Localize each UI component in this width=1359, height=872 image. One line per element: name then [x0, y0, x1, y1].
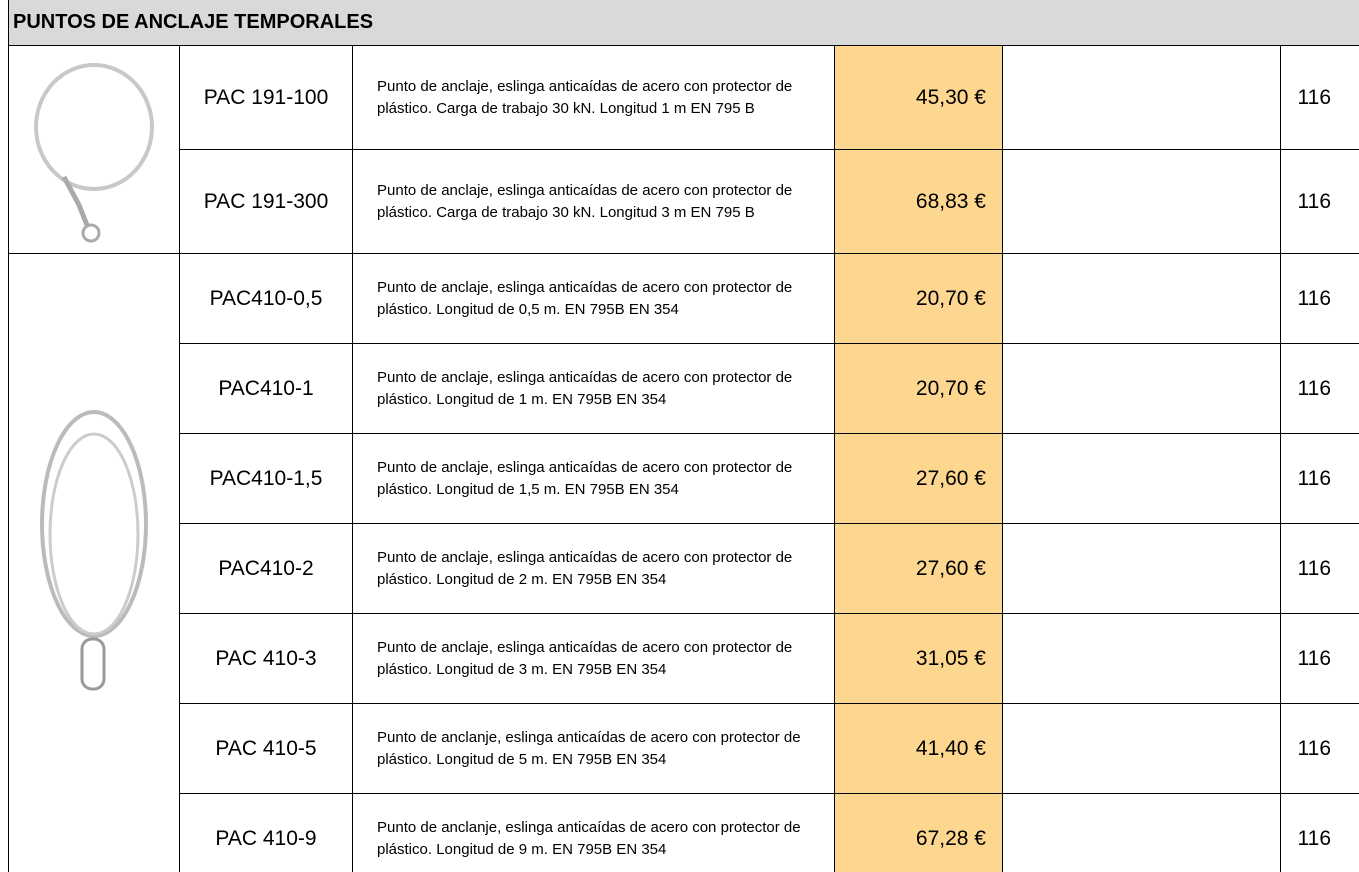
empty-cell — [1003, 794, 1281, 872]
empty-cell — [1003, 46, 1281, 150]
product-code: PAC410-1,5 — [180, 434, 353, 524]
price: 27,60 € — [835, 524, 1003, 614]
product-image — [8, 46, 180, 254]
page-number: 116 — [1281, 524, 1359, 614]
empty-cell — [1003, 434, 1281, 524]
product-image — [8, 254, 180, 872]
description: Punto de anclaje, eslinga anticaídas de … — [353, 434, 835, 524]
product-code: PAC 410-3 — [180, 614, 353, 704]
description: Punto de anclaje, eslinga anticaídas de … — [353, 150, 835, 254]
product-code: PAC410-2 — [180, 524, 353, 614]
page-number: 116 — [1281, 344, 1359, 434]
product-code: PAC 191-100 — [180, 46, 353, 150]
page-number: 116 — [1281, 46, 1359, 150]
price: 31,05 € — [835, 614, 1003, 704]
page-number: 116 — [1281, 150, 1359, 254]
description: Punto de anclaje, eslinga anticaídas de … — [353, 524, 835, 614]
section-title: PUNTOS DE ANCLAJE TEMPORALES — [8, 0, 1359, 46]
cable-icon — [40, 410, 148, 691]
product-code: PAC410-0,5 — [180, 254, 353, 344]
empty-cell — [1003, 704, 1281, 794]
product-code: PAC 191-300 — [180, 150, 353, 254]
description: Punto de anclaje, eslinga anticaídas de … — [353, 344, 835, 434]
description: Punto de anclanje, eslinga anticaídas de… — [353, 794, 835, 872]
price: 27,60 € — [835, 434, 1003, 524]
empty-cell — [1003, 150, 1281, 254]
price: 41,40 € — [835, 704, 1003, 794]
price: 67,28 € — [835, 794, 1003, 872]
page-number: 116 — [1281, 434, 1359, 524]
empty-cell — [1003, 614, 1281, 704]
price: 20,70 € — [835, 254, 1003, 344]
empty-cell — [1003, 254, 1281, 344]
price: 68,83 € — [835, 150, 1003, 254]
price: 45,30 € — [835, 46, 1003, 150]
product-code: PAC 410-9 — [180, 794, 353, 872]
page-number: 116 — [1281, 254, 1359, 344]
page-number: 116 — [1281, 614, 1359, 704]
description: Punto de anclanje, eslinga anticaídas de… — [353, 704, 835, 794]
page-number: 116 — [1281, 794, 1359, 872]
description: Punto de anclaje, eslinga anticaídas de … — [353, 254, 835, 344]
page-number: 116 — [1281, 704, 1359, 794]
empty-cell — [1003, 344, 1281, 434]
product-code: PAC 410-5 — [180, 704, 353, 794]
product-code: PAC410-1 — [180, 344, 353, 434]
cable-icon — [34, 62, 154, 242]
price: 20,70 € — [835, 344, 1003, 434]
description: Punto de anclaje, eslinga anticaídas de … — [353, 614, 835, 704]
empty-cell — [1003, 524, 1281, 614]
description: Punto de anclaje, eslinga anticaídas de … — [353, 46, 835, 150]
